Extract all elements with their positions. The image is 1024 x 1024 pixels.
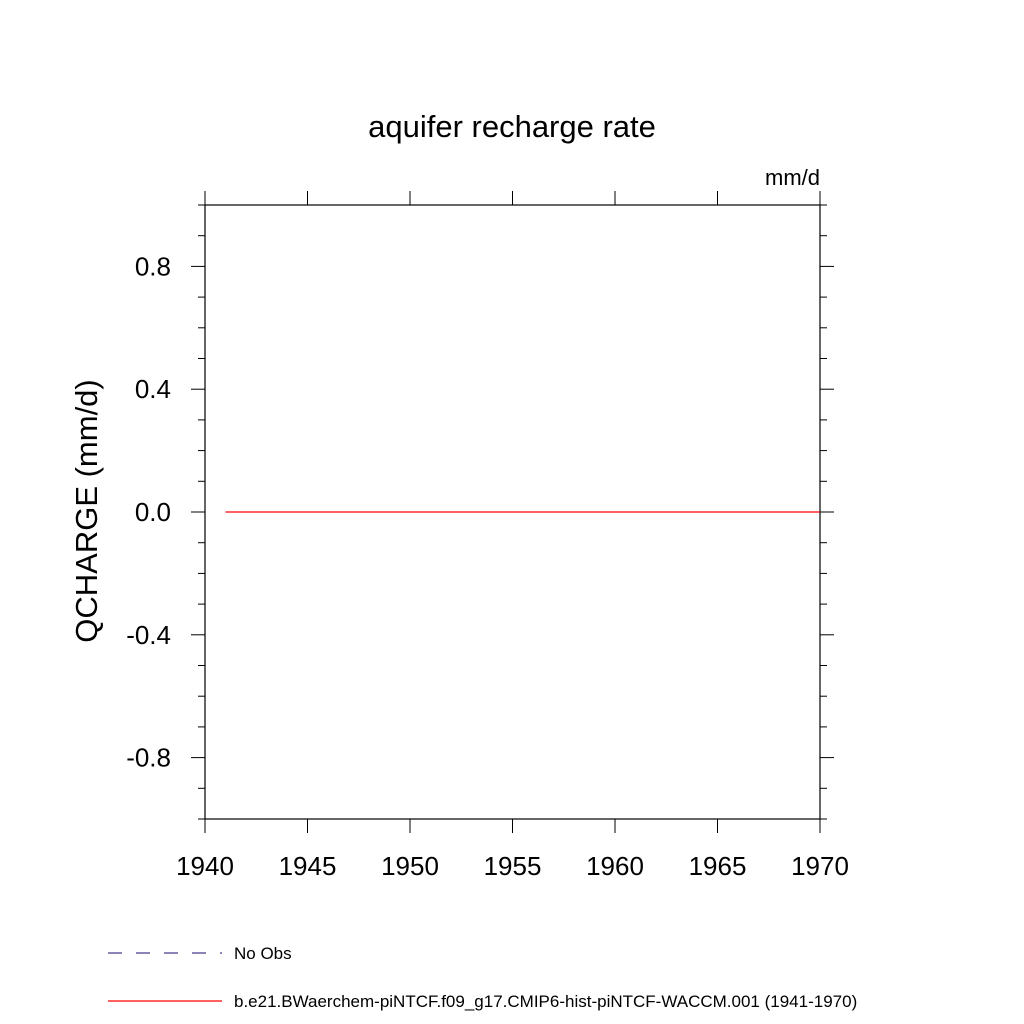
x-tick-label: 1945 — [279, 851, 337, 881]
legend: No Obs b.e21.BWaerchem-piNTCF.f09_g17.CM… — [108, 944, 857, 1011]
legend-label-model: b.e21.BWaerchem-piNTCF.f09_g17.CMIP6-his… — [234, 992, 857, 1011]
x-tick-label: 1965 — [689, 851, 747, 881]
y-tick-labels: 0.8 0.4 0.0 -0.4 -0.8 — [126, 251, 171, 772]
y-axis-label: QCHARGE (mm/d) — [69, 379, 104, 643]
y-tick-label: -0.8 — [126, 743, 171, 773]
axis-ticks — [191, 191, 834, 833]
x-tick-label: 1950 — [381, 851, 439, 881]
chart-title: aquifer recharge rate — [368, 109, 656, 144]
legend-label-no-obs: No Obs — [234, 944, 292, 963]
y-tick-label: -0.4 — [126, 620, 171, 650]
y-tick-label: 0.4 — [135, 374, 171, 404]
units-label: mm/d — [765, 165, 820, 190]
x-tick-labels: 1940 1945 1950 1955 1960 1965 1970 — [176, 851, 849, 881]
y-tick-label: 0.0 — [135, 497, 171, 527]
x-tick-label: 1940 — [176, 851, 234, 881]
x-tick-label: 1955 — [484, 851, 542, 881]
x-tick-label: 1970 — [791, 851, 849, 881]
y-tick-label: 0.8 — [135, 251, 171, 281]
x-tick-label: 1960 — [586, 851, 644, 881]
